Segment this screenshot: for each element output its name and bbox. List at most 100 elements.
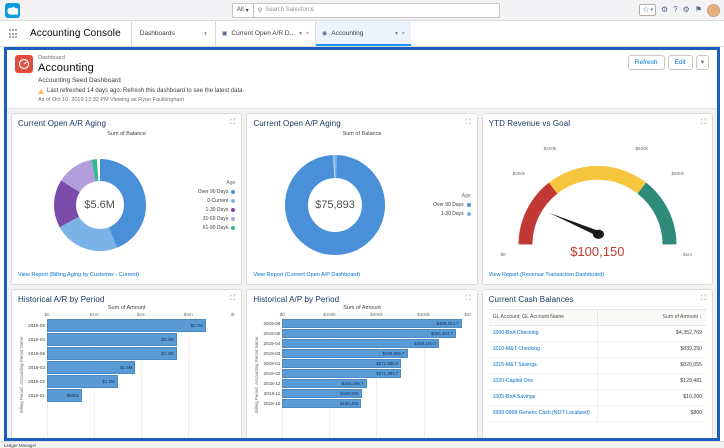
table-row[interactable]: 1005-BoA Savings $10,200 (488, 389, 706, 406)
salesforce-cloud-icon[interactable] (5, 2, 20, 18)
legend-swatch (466, 203, 471, 207)
bar[interactable]: $600K (47, 389, 83, 402)
workspace-tab-label: Accounting (331, 30, 364, 37)
workspace-tab-accounting[interactable]: ◉ Accounting ▾ × (315, 21, 411, 46)
bar-value: $2.7M (190, 323, 203, 328)
cell-account-name[interactable]: 1020-Capital One (488, 373, 598, 390)
bar-row[interactable]: 2019-04 $358,150.7 (260, 339, 470, 348)
bar-row[interactable]: 2019-01 $271,690.0 (260, 359, 470, 368)
legend-item[interactable]: Over 90 Days (181, 189, 236, 195)
cell-account-name[interactable]: 1010-M&T Checking (488, 341, 598, 358)
expand-icon[interactable]: ⛶ (701, 295, 706, 302)
expand-icon[interactable]: ⛶ (465, 295, 471, 302)
ap-by-period-chart: Billing Period: Accounting Period Name $… (253, 312, 471, 438)
bar-row[interactable]: 2019-03 $285,865.7 (260, 349, 470, 358)
gauge-value: $100,150 (570, 244, 625, 259)
gauge[interactable]: $0 $200k $400k $600k $800k $1m $100,150 (489, 129, 706, 271)
bar[interactable]: $180,920 (282, 389, 362, 398)
legend-item[interactable]: 61-90 Days (181, 225, 236, 231)
bar-row[interactable]: 2018-10 $180,405 (260, 399, 470, 408)
setup-icon[interactable]: ⚙ (661, 5, 669, 14)
nav-item-dashboards[interactable]: Dashboards ▾ (130, 21, 215, 46)
help-icon[interactable]: ? (673, 5, 678, 14)
global-search[interactable]: All ▾ ⚲ Search Salesforce (232, 2, 500, 18)
edit-button[interactable]: Edit (667, 55, 693, 70)
column-header-amount[interactable]: Sum of Amount ↓ (596, 309, 706, 326)
bar-category: 2019-06 (28, 351, 45, 356)
legend-item[interactable]: Over 90 Days (417, 202, 471, 208)
bar-row[interactable]: 2019-01 $600K (25, 389, 235, 402)
bar-row[interactable]: 2019-05 $396,404.7 (260, 329, 470, 338)
expand-icon[interactable]: ⛶ (701, 119, 706, 126)
table-row[interactable]: 1000-BoA Checking $4,352,769 (488, 325, 706, 342)
refresh-button[interactable]: Refresh (627, 55, 665, 70)
donut-center-value: $75,893 (315, 198, 355, 211)
bar-value: $409,204.7 (436, 321, 459, 326)
sort-arrow-icon: ↓ (699, 314, 702, 320)
more-actions-button[interactable]: ▾ (695, 55, 709, 70)
bar[interactable]: $2.7M (47, 319, 206, 332)
bar[interactable]: $2.2M (47, 347, 177, 360)
bar[interactable]: $271,690.0 (282, 359, 402, 368)
cell-account-name[interactable]: 1005-BoA Savings (488, 389, 598, 406)
bar[interactable]: $180,405 (282, 399, 362, 408)
bar[interactable]: $192,286.7 (282, 379, 367, 388)
gauge-tick: $400k (543, 146, 557, 151)
bar[interactable]: $271,893.7 (282, 369, 402, 378)
bar-row[interactable]: 2019-03 $1.5M (25, 361, 235, 374)
search-input[interactable]: ⚲ Search Salesforce (252, 2, 500, 18)
bar-row[interactable]: 2019-06 $2.2M (25, 347, 235, 360)
bar-value: $180,920 (340, 391, 359, 396)
x-tick: $2m (136, 312, 146, 317)
bar[interactable]: $409,204.7 (282, 319, 462, 328)
cell-account-name[interactable]: 9999-9999 Generic Cash (NOT Localized) (488, 405, 598, 422)
bar[interactable]: $1.5M (47, 361, 136, 374)
bar[interactable]: $396,404.7 (282, 329, 456, 338)
view-report-link[interactable]: View Report (Current Open A/P Dashboard) (253, 272, 361, 278)
legend-item[interactable]: 31-60 Days (181, 216, 236, 222)
favorites-icon[interactable]: ☆ ▾ (639, 4, 657, 16)
avatar[interactable] (707, 3, 720, 17)
expand-icon[interactable]: ⛶ (465, 119, 471, 126)
table-row[interactable]: 1010-M&T Checking $839,250 (488, 341, 706, 358)
column-header-account[interactable]: GL Account: GL Account Name (488, 309, 598, 326)
cell-account-name[interactable]: 1015-M&T Savings (488, 357, 598, 374)
legend-item[interactable]: 1-30 Days (417, 211, 471, 217)
chevron-down-icon[interactable]: ▾ (299, 30, 302, 37)
workspace-tab-current-open-ar[interactable]: ▣ Current Open A/R D... ▾ × (214, 21, 315, 46)
bar[interactable]: $1.2M (47, 375, 118, 388)
legend-item[interactable]: 1-30 Days (181, 207, 236, 213)
settings-gear-icon[interactable]: ⚙ (682, 5, 690, 14)
view-report-link[interactable]: View Report (Billing Aging by Customer -… (18, 272, 139, 278)
bar-row[interactable]: 2019-02 $1.2M (25, 375, 235, 388)
close-icon[interactable]: × (401, 30, 405, 37)
cell-account-name[interactable]: 1000-BoA Checking (488, 325, 598, 342)
bar[interactable]: $358,150.7 (282, 339, 440, 348)
bar-row[interactable]: 2019-04 $2.2M (25, 333, 235, 346)
bar-row[interactable]: 2019-05 $2.7M (25, 319, 235, 332)
expand-icon[interactable]: ⛶ (230, 295, 236, 302)
search-scope-selector[interactable]: All ▾ (232, 2, 253, 18)
table-row[interactable]: 9999-9999 Generic Cash (NOT Localized) $… (488, 405, 706, 422)
bar[interactable]: $285,865.7 (282, 349, 408, 358)
notifications-bell-icon[interactable]: ⚑ (694, 5, 702, 14)
ar-donut[interactable]: $5.6M $2.5M $1.3M $915.0K $750K (18, 138, 181, 271)
bar[interactable]: $2.2M (47, 333, 177, 346)
chevron-down-icon[interactable]: ▾ (395, 30, 398, 37)
expand-icon[interactable]: ⛶ (230, 119, 236, 126)
table-row[interactable]: 1015-M&T Savings $820,055 (488, 357, 706, 374)
app-launcher-icon[interactable] (0, 21, 26, 46)
close-icon[interactable]: × (305, 30, 309, 37)
cell-amount: $839,250 (596, 341, 706, 358)
legend-swatch (231, 198, 236, 203)
bar-row[interactable]: 2019-06 $409,204.7 (260, 319, 470, 328)
bar-category: 2019-03 (28, 365, 45, 370)
bar-row[interactable]: 2019-02 $271,893.7 (260, 369, 470, 378)
view-report-link[interactable]: View Report (Revenue Transaction Dashboa… (488, 272, 605, 278)
bar-row[interactable]: 2018-11 $180,920 (260, 389, 470, 398)
ap-donut[interactable]: $75,893 17% (253, 138, 416, 271)
legend-item[interactable]: 0-Current (181, 198, 236, 204)
x-axis-ticks: $0 $1m $2m $3m $4m (44, 312, 235, 318)
table-row[interactable]: 1020-Capital One $129,481 (488, 373, 706, 390)
bar-row[interactable]: 2018-12 $192,286.7 (260, 379, 470, 388)
